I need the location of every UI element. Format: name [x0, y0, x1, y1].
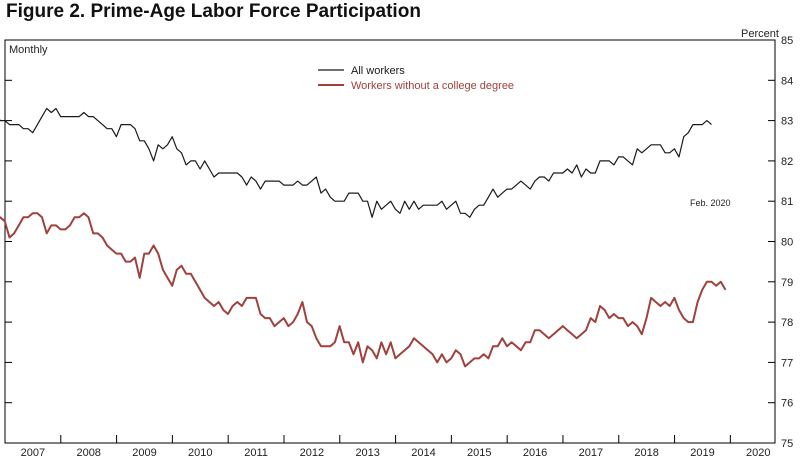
y-tick-label: 80 [781, 237, 793, 249]
x-tick-label: 2007 [21, 447, 45, 459]
legend-label-noncollege: Workers without a college degree [351, 80, 514, 92]
y-tick-label: 82 [781, 156, 793, 168]
x-tick-label: 2016 [523, 447, 547, 459]
y-tick-label: 83 [781, 116, 793, 128]
x-tick-label: 2017 [579, 447, 603, 459]
y-tick-label: 84 [781, 75, 793, 87]
y-tick-label: 79 [781, 277, 793, 289]
x-tick-label: 2015 [467, 447, 491, 459]
x-tick-label: 2011 [244, 447, 268, 459]
x-tick-label: 2012 [300, 447, 324, 459]
frequency-label: Monthly [9, 44, 48, 56]
y-tick-label: 76 [781, 398, 793, 410]
y-axis-label: Percent [741, 28, 779, 40]
x-tick-label: 2009 [132, 447, 156, 459]
legend: All workers Workers without a college deg… [318, 65, 514, 92]
x-tick-label: 2010 [188, 447, 212, 459]
y-tick-label: 75 [781, 438, 793, 450]
series-lines [0, 107, 727, 368]
chart-labels: 75 76 77 78 79 80 81 82 83 84 85 2007 2008 2009 2010 20… [9, 28, 793, 459]
axes [4, 39, 776, 444]
annotation-feb-2020: Feb. 2020 [690, 198, 731, 208]
x-tick-label: 2014 [411, 447, 435, 459]
plot-frame [4, 39, 776, 444]
x-tick-label: 2019 [690, 447, 714, 459]
y-tick-label: 81 [781, 196, 793, 208]
series-line-all [0, 107, 712, 218]
y-tick-label: 85 [781, 35, 793, 47]
y-tick-label: 77 [781, 357, 793, 369]
legend-label-all: All workers [351, 65, 405, 77]
y-tick-label: 78 [781, 317, 793, 329]
chart-title: Figure 2. Prime-Age Labor Force Particip… [6, 1, 421, 22]
x-tick-label: 2018 [634, 447, 658, 459]
series-line-noncollege [0, 212, 727, 368]
x-tick-label: 2008 [76, 447, 100, 459]
x-tick-label: 2020 [746, 447, 770, 459]
x-tick-label: 2013 [355, 447, 379, 459]
